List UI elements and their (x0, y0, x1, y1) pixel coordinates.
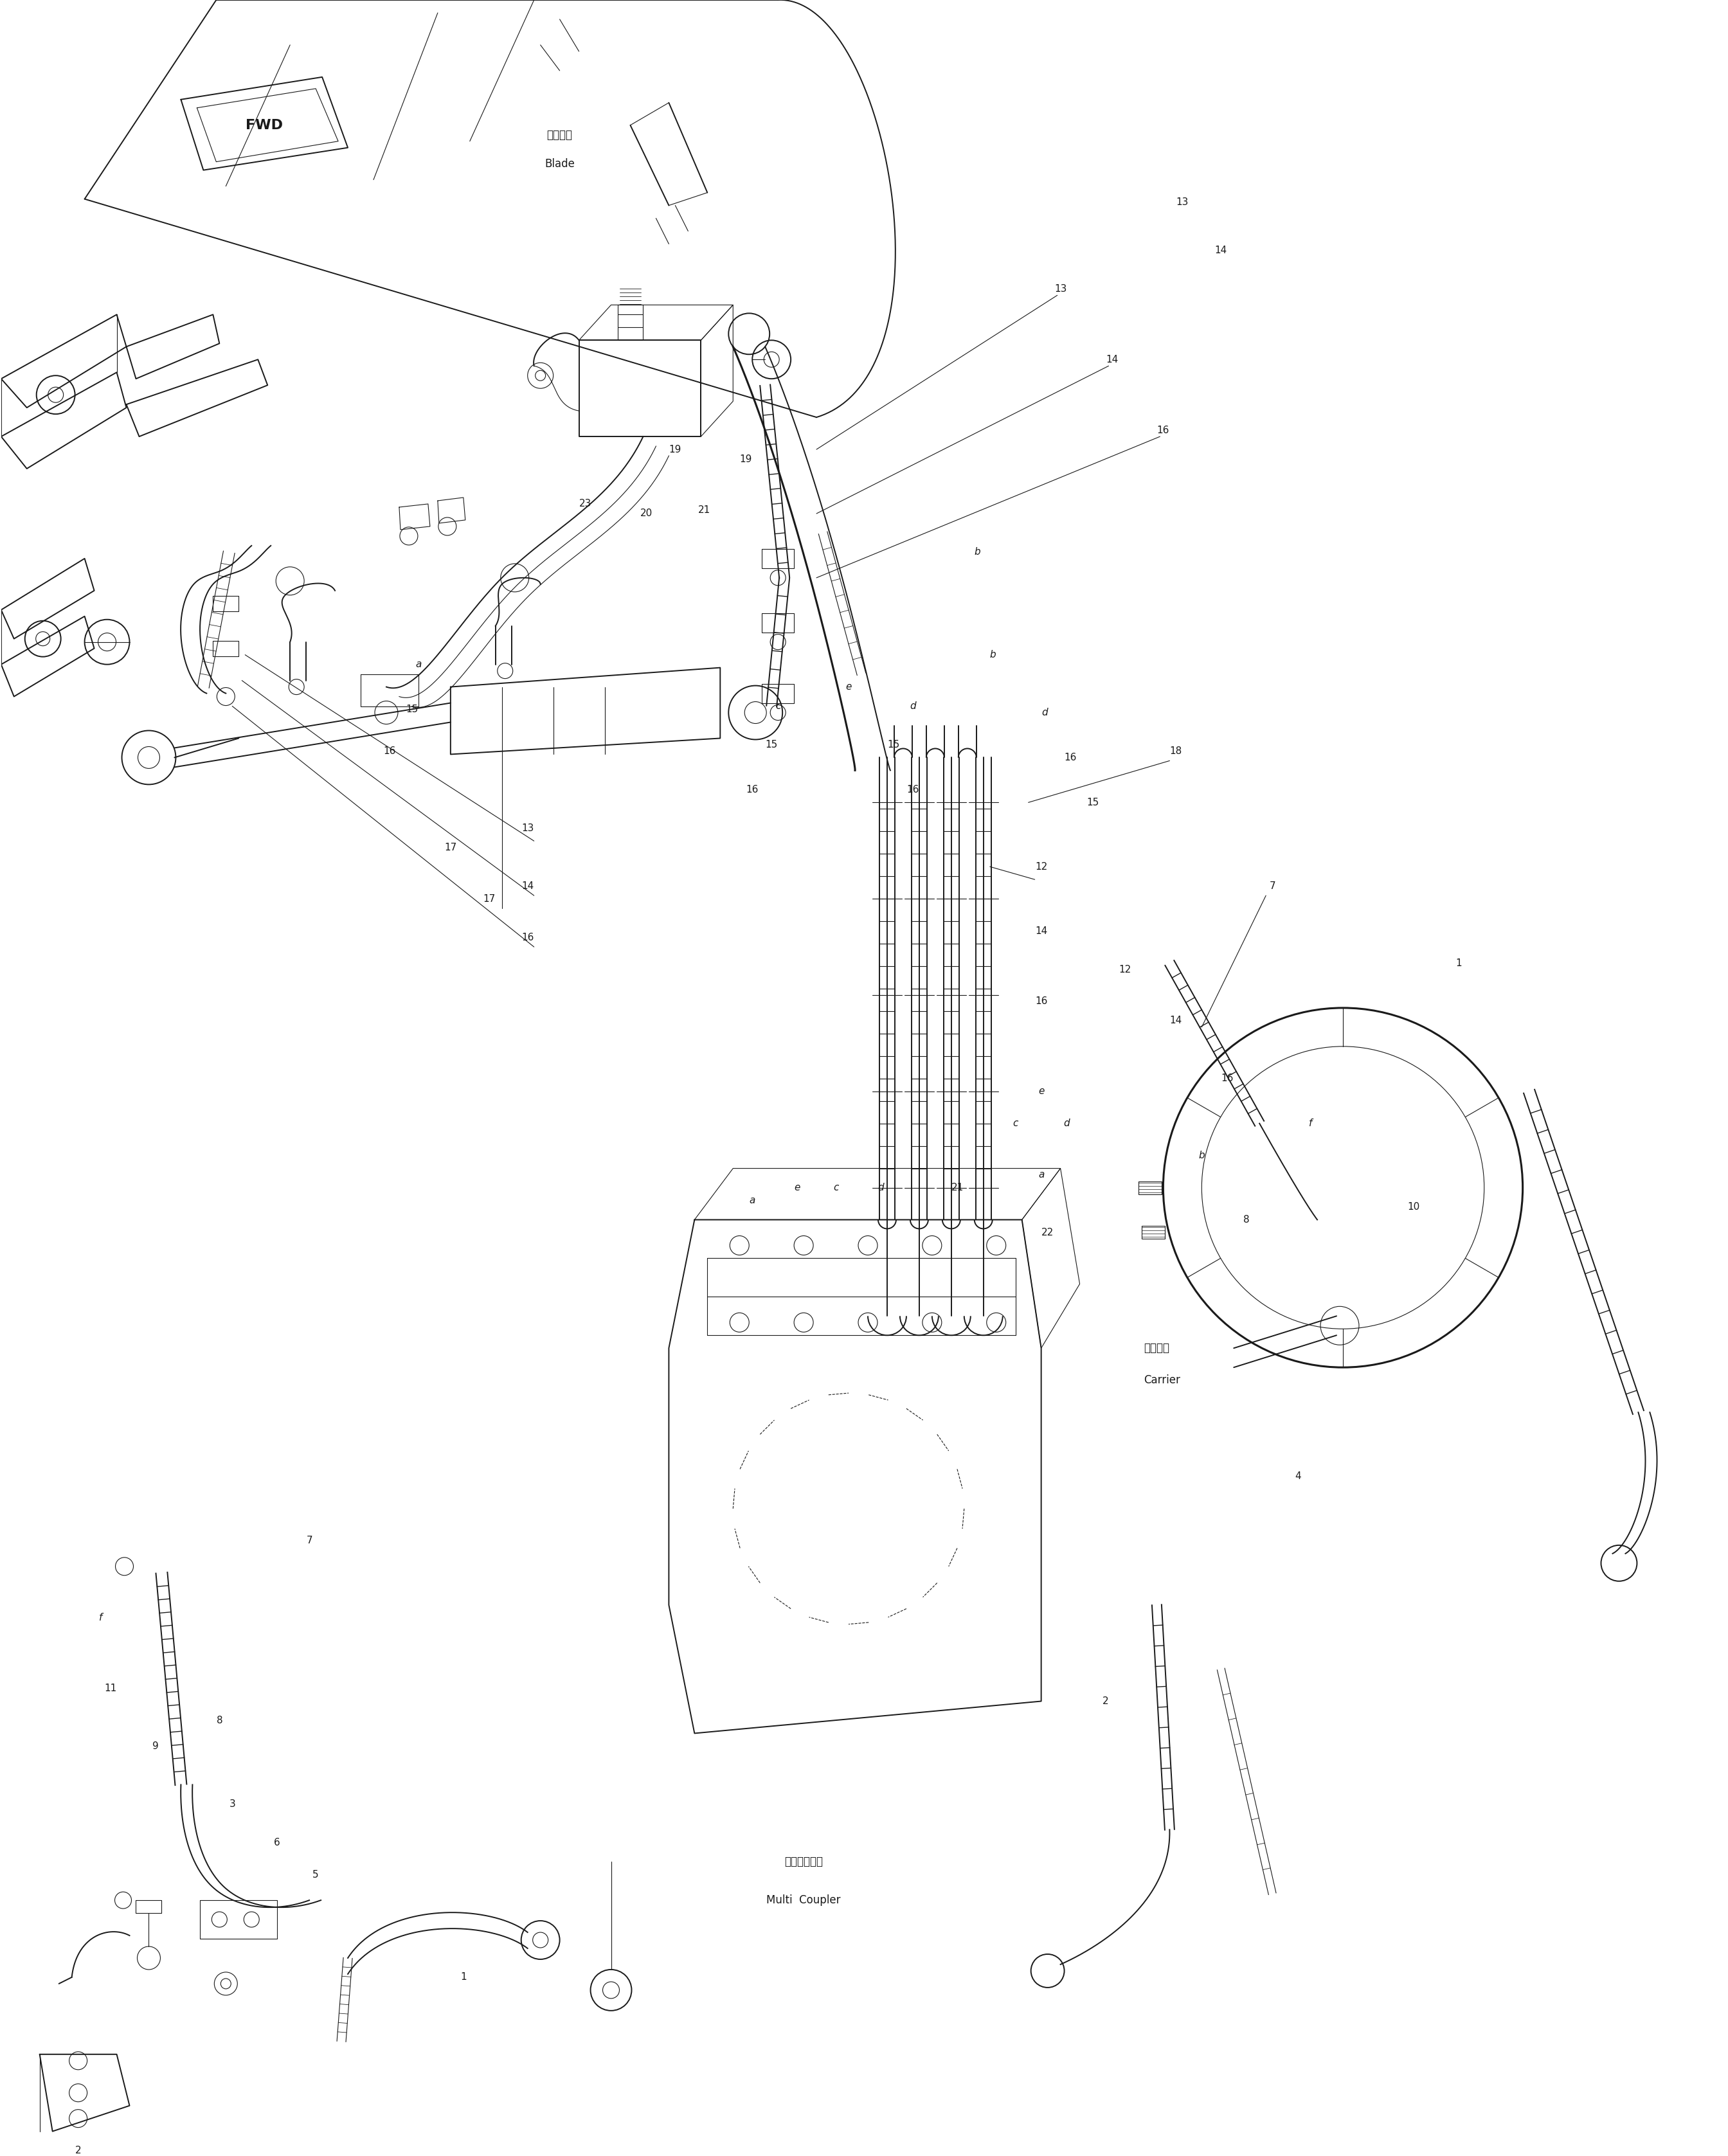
Text: 16: 16 (746, 785, 759, 793)
Text: 13: 13 (1177, 198, 1189, 207)
Text: 4: 4 (1294, 1473, 1301, 1481)
Text: 12: 12 (1118, 964, 1130, 975)
Text: 16: 16 (907, 785, 919, 793)
Text: a: a (415, 660, 422, 668)
Text: 14: 14 (1035, 927, 1047, 936)
Text: 21: 21 (698, 505, 710, 515)
Text: f: f (1310, 1119, 1313, 1128)
Text: 8: 8 (216, 1716, 223, 1725)
Text: a: a (750, 1197, 755, 1205)
Text: 22: 22 (1042, 1227, 1054, 1238)
Text: c: c (776, 701, 781, 711)
Text: 13: 13 (1054, 285, 1066, 293)
Text: b: b (1199, 1151, 1204, 1160)
Text: b: b (975, 548, 980, 556)
Text: 8: 8 (1244, 1216, 1249, 1225)
Text: e: e (1039, 1087, 1044, 1095)
Text: 2: 2 (1102, 1697, 1108, 1705)
Text: d: d (1064, 1119, 1070, 1128)
Text: 19: 19 (740, 455, 752, 464)
Text: 15: 15 (1087, 798, 1099, 806)
Text: e: e (795, 1184, 800, 1192)
Text: 16: 16 (1222, 1074, 1234, 1082)
Text: 15: 15 (406, 705, 418, 714)
Text: f: f (98, 1613, 102, 1623)
Text: e: e (845, 681, 852, 692)
Text: 15: 15 (888, 740, 900, 750)
Text: 16: 16 (1064, 752, 1077, 763)
Text: 5: 5 (313, 1869, 320, 1880)
Text: d: d (1042, 707, 1047, 718)
Text: 14: 14 (522, 882, 534, 890)
Text: b: b (990, 649, 995, 660)
Text: 14: 14 (1215, 246, 1227, 254)
Text: 18: 18 (1170, 746, 1182, 757)
Text: c: c (833, 1184, 838, 1192)
Text: 11: 11 (104, 1684, 116, 1692)
Text: 20: 20 (639, 509, 653, 517)
Text: 14: 14 (1170, 1015, 1182, 1026)
Text: 1: 1 (460, 1973, 467, 1981)
Text: 15: 15 (766, 740, 778, 750)
Text: マルチカプラ: マルチカプラ (785, 1856, 823, 1867)
Text: 12: 12 (1035, 862, 1047, 871)
Text: 21: 21 (952, 1184, 964, 1192)
Text: 1: 1 (1455, 957, 1462, 968)
Text: Blade: Blade (544, 157, 575, 170)
Text: 2: 2 (74, 2145, 81, 2156)
Text: Carrier: Carrier (1144, 1373, 1180, 1386)
Text: 17: 17 (482, 895, 496, 903)
Text: 9: 9 (152, 1742, 159, 1751)
Text: 14: 14 (1106, 356, 1118, 364)
Text: d: d (878, 1184, 883, 1192)
Text: c: c (1013, 1119, 1018, 1128)
Text: d: d (909, 701, 916, 711)
Text: 7: 7 (306, 1535, 313, 1546)
Text: 3: 3 (230, 1798, 235, 1809)
Text: キャリヤ: キャリヤ (1144, 1343, 1170, 1354)
Text: 23: 23 (579, 500, 591, 509)
Text: Multi  Coupler: Multi Coupler (767, 1895, 842, 1906)
Text: 16: 16 (384, 746, 396, 757)
Text: 13: 13 (522, 824, 534, 832)
Text: 6: 6 (275, 1837, 280, 1848)
Text: a: a (1039, 1171, 1044, 1179)
Text: 7: 7 (1270, 882, 1275, 890)
Text: 16: 16 (1035, 996, 1047, 1007)
Text: 19: 19 (669, 444, 681, 455)
Text: ブレード: ブレード (546, 129, 572, 140)
Text: 10: 10 (1407, 1203, 1420, 1212)
Text: FWD: FWD (245, 119, 283, 132)
Text: 16: 16 (522, 931, 534, 942)
Text: 16: 16 (1158, 425, 1170, 436)
Text: 17: 17 (444, 843, 456, 852)
